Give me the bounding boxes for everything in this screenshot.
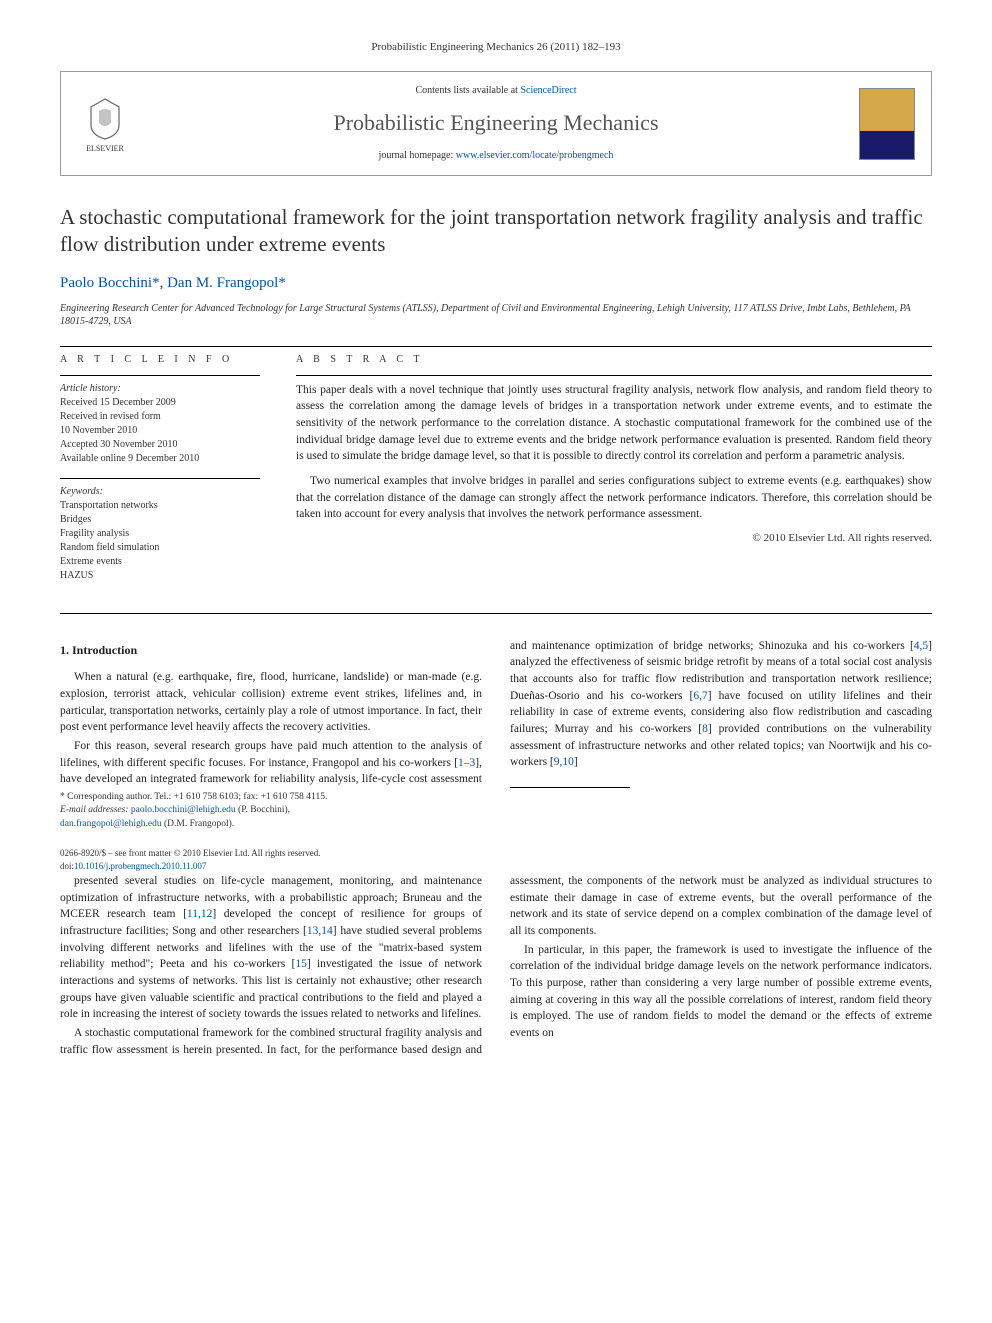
sciencedirect-link[interactable]: ScienceDirect: [520, 85, 576, 96]
abstract-copyright: © 2010 Elsevier Ltd. All rights reserved…: [296, 531, 932, 546]
bottom-meta: 0266-8920/$ – see front matter © 2010 El…: [60, 847, 932, 873]
affiliation: Engineering Research Center for Advanced…: [60, 302, 932, 328]
article-title: A stochastic computational framework for…: [60, 204, 932, 259]
intro-p3: presented several studies on life-cycle …: [60, 873, 482, 1023]
keywords: Keywords: Transportation networks Bridge…: [60, 485, 260, 583]
intro-heading: 1. Introduction: [60, 642, 482, 659]
article-history: Article history: Received 15 December 20…: [60, 382, 260, 466]
abstract-column: A B S T R A C T This paper deals with a …: [296, 353, 932, 595]
author-link-1[interactable]: Paolo Bocchini: [60, 275, 152, 291]
ref-6-7[interactable]: 6,7: [693, 690, 707, 702]
ref-8[interactable]: 8: [702, 723, 708, 735]
author-corr-2[interactable]: *: [278, 275, 286, 291]
homepage-link[interactable]: www.elsevier.com/locate/probengmech: [456, 150, 614, 161]
author-link-2[interactable]: Dan M. Frangopol: [167, 275, 278, 291]
intro-p1: When a natural (e.g. earthquake, fire, f…: [60, 669, 482, 736]
ref-11-12[interactable]: 11,12: [187, 908, 212, 920]
journal-name: Probabilistic Engineering Mechanics: [149, 108, 843, 139]
divider-keywords: [60, 478, 260, 479]
header-citation: Probabilistic Engineering Mechanics 26 (…: [60, 40, 932, 55]
homepage-line: journal homepage: www.elsevier.com/locat…: [149, 149, 843, 163]
body-columns: 1. Introduction When a natural (e.g. ear…: [60, 638, 932, 1059]
ref-4-5[interactable]: 4,5: [914, 640, 928, 652]
authors: Paolo Bocchini*, Dan M. Frangopol*: [60, 273, 932, 294]
article-info-label: A R T I C L E I N F O: [60, 353, 260, 367]
email-2[interactable]: dan.frangopol@lehigh.edu: [60, 819, 162, 829]
abstract-label: A B S T R A C T: [296, 353, 932, 367]
ref-15[interactable]: 15: [295, 958, 307, 970]
doi-link[interactable]: 10.1016/j.probengmech.2010.11.007: [74, 861, 206, 871]
article-info-column: A R T I C L E I N F O Article history: R…: [60, 353, 260, 595]
divider-top: [60, 346, 932, 347]
footnotes: * Corresponding author. Tel.: +1 610 758…: [60, 791, 932, 831]
ref-9-10[interactable]: 9,10: [554, 756, 574, 768]
ref-1-3[interactable]: 1–3: [458, 757, 475, 769]
divider-abstract: [296, 375, 932, 376]
ref-13-14[interactable]: 13,14: [307, 925, 333, 937]
divider-info: [60, 375, 260, 376]
header-center: Contents lists available at ScienceDirec…: [149, 84, 843, 163]
journal-header-box: ELSEVIER Contents lists available at Sci…: [60, 71, 932, 176]
elsevier-logo: ELSEVIER: [77, 94, 133, 154]
abstract-text: This paper deals with a novel technique …: [296, 382, 932, 523]
author-corr-1[interactable]: *: [152, 275, 160, 291]
info-abstract-row: A R T I C L E I N F O Article history: R…: [60, 353, 932, 595]
contents-line: Contents lists available at ScienceDirec…: [149, 84, 843, 98]
divider-bottom: [60, 613, 932, 614]
email-1[interactable]: paolo.bocchini@lehigh.edu: [131, 805, 236, 815]
footnote-sep: [510, 787, 630, 788]
journal-cover-thumbnail: [859, 88, 915, 160]
intro-p5: In particular, in this paper, the framew…: [510, 942, 932, 1042]
